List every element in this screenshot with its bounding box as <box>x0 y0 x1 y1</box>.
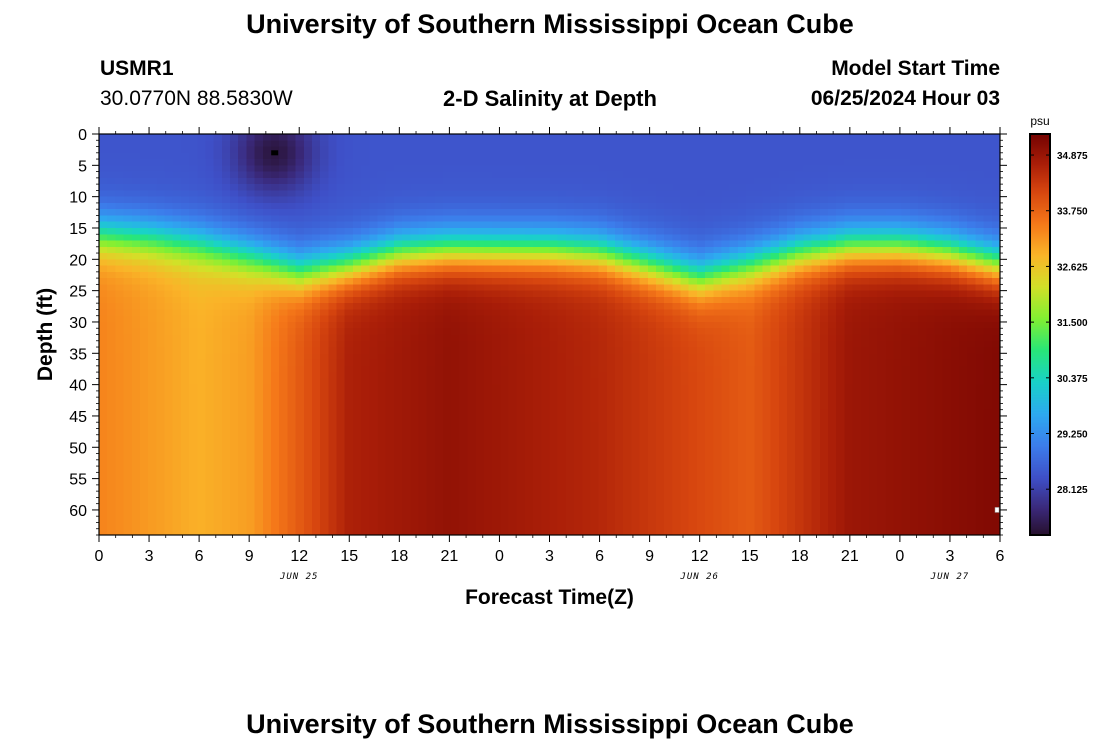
model-start-label: Model Start Time <box>831 57 1000 80</box>
y-tick-label: 55 <box>69 472 87 489</box>
x-tick-label: 3 <box>145 548 154 565</box>
x-tick-label: 21 <box>841 548 859 565</box>
salinity-heatmap-plot <box>99 134 1000 535</box>
x-tick-label: 9 <box>245 548 254 565</box>
y-tick-label: 35 <box>69 346 87 363</box>
y-tick-label: 15 <box>69 221 87 238</box>
x-date-label: JUN 27 <box>930 572 970 582</box>
x-tick-label: 12 <box>290 548 308 565</box>
x-tick-label: 18 <box>791 548 809 565</box>
page-title-top: University of Southern Mississippi Ocean… <box>246 9 854 39</box>
x-date-label: JUN 26 <box>679 572 719 582</box>
y-tick-label: 20 <box>69 252 87 269</box>
x-tick-label: 6 <box>996 548 1005 565</box>
y-tick-label: 25 <box>69 284 87 301</box>
x-tick-label: 6 <box>195 548 204 565</box>
salinity-heatmap <box>99 134 1000 535</box>
station-id: USMR1 <box>100 57 174 80</box>
x-tick-label: 21 <box>440 548 458 565</box>
page-title-bottom: University of Southern Mississippi Ocean… <box>246 709 854 739</box>
x-tick-label: 9 <box>645 548 654 565</box>
y-axis-title: Depth (ft) <box>34 288 57 381</box>
x-date-label: JUN 25 <box>279 572 319 582</box>
chart-subtitle: 2-D Salinity at Depth <box>443 86 657 111</box>
x-tick-label: 3 <box>545 548 554 565</box>
black-marker <box>271 150 279 156</box>
x-axis-title: Forecast Time(Z) <box>465 586 634 609</box>
y-tick-label: 0 <box>78 127 87 144</box>
x-tick-label: 15 <box>741 548 759 565</box>
colorbar-tick-label: 31.500 <box>1057 318 1088 329</box>
colorbar-gradient <box>1031 135 1049 534</box>
x-tick-label: 0 <box>95 548 104 565</box>
x-tick-label: 18 <box>390 548 408 565</box>
y-tick-label: 45 <box>69 409 87 426</box>
y-tick-label: 5 <box>78 158 87 175</box>
x-tick-label: 0 <box>895 548 904 565</box>
colorbar-tick-label: 28.125 <box>1057 485 1088 496</box>
station-coordinates: 30.0770N 88.5830W <box>100 87 293 110</box>
x-tick-label: 15 <box>340 548 358 565</box>
colorbar-tick-label: 29.250 <box>1057 430 1088 441</box>
y-tick-label: 60 <box>69 503 87 520</box>
y-tick-label: 10 <box>69 190 87 207</box>
plot-frame <box>98 133 1001 536</box>
model-start-value: 06/25/2024 Hour 03 <box>810 87 1000 110</box>
y-tick-label: 40 <box>69 378 87 395</box>
x-tick-label: 0 <box>495 548 504 565</box>
x-tick-label: 12 <box>691 548 709 565</box>
colorbar-tick-label: 34.875 <box>1057 151 1088 162</box>
x-tick-label: 3 <box>945 548 954 565</box>
colorbar-tick-label: 30.375 <box>1057 374 1088 385</box>
white-marker <box>994 507 1000 513</box>
y-tick-label: 30 <box>69 315 87 332</box>
x-tick-label: 6 <box>595 548 604 565</box>
colorbar-frame <box>1029 133 1051 536</box>
colorbar-unit: psu <box>1030 114 1049 128</box>
y-tick-label: 50 <box>69 440 87 457</box>
colorbar-tick-label: 33.750 <box>1057 207 1088 218</box>
colorbar-tick-label: 32.625 <box>1057 262 1088 273</box>
